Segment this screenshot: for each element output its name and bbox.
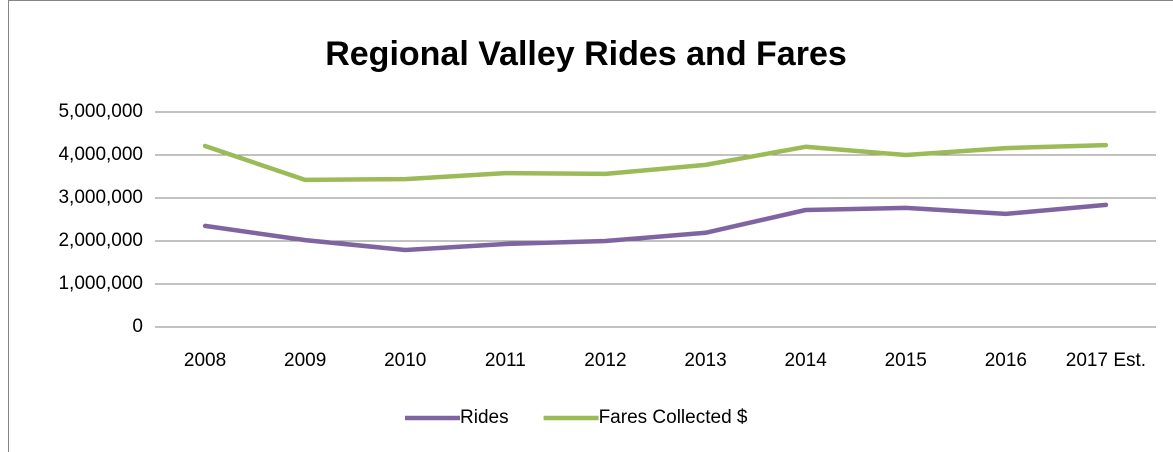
y-tick-label: 5,000,000 bbox=[58, 101, 143, 122]
x-tick-label: 2011 bbox=[485, 350, 526, 371]
x-tick-label: 2008 bbox=[184, 350, 226, 371]
x-tick-label: 2010 bbox=[384, 350, 426, 371]
chart-border bbox=[8, 0, 1173, 452]
y-tick-label: 1,000,000 bbox=[58, 273, 143, 294]
x-tick-label: 2009 bbox=[284, 350, 326, 371]
x-tick-label: 2014 bbox=[785, 350, 828, 371]
y-tick-label: 4,000,000 bbox=[58, 144, 143, 165]
data-line bbox=[202, 142, 1109, 183]
x-tick-label: 2015 bbox=[885, 350, 927, 371]
legend-label: Rides bbox=[460, 407, 509, 428]
legend-label: Fares Collected $ bbox=[599, 407, 748, 428]
chart-title: Regional Valley Rides and Fares bbox=[325, 35, 847, 73]
x-tick-label: 2012 bbox=[584, 350, 626, 371]
y-tick-label: 3,000,000 bbox=[58, 187, 143, 208]
x-tick-label: 2017 Est. bbox=[1066, 350, 1146, 371]
x-tick-label: 2016 bbox=[985, 350, 1027, 371]
y-tick-label: 2,000,000 bbox=[58, 230, 143, 251]
x-tick-label: 2013 bbox=[684, 350, 726, 371]
data-line bbox=[202, 202, 1109, 253]
y-tick-label: 0 bbox=[132, 316, 143, 337]
